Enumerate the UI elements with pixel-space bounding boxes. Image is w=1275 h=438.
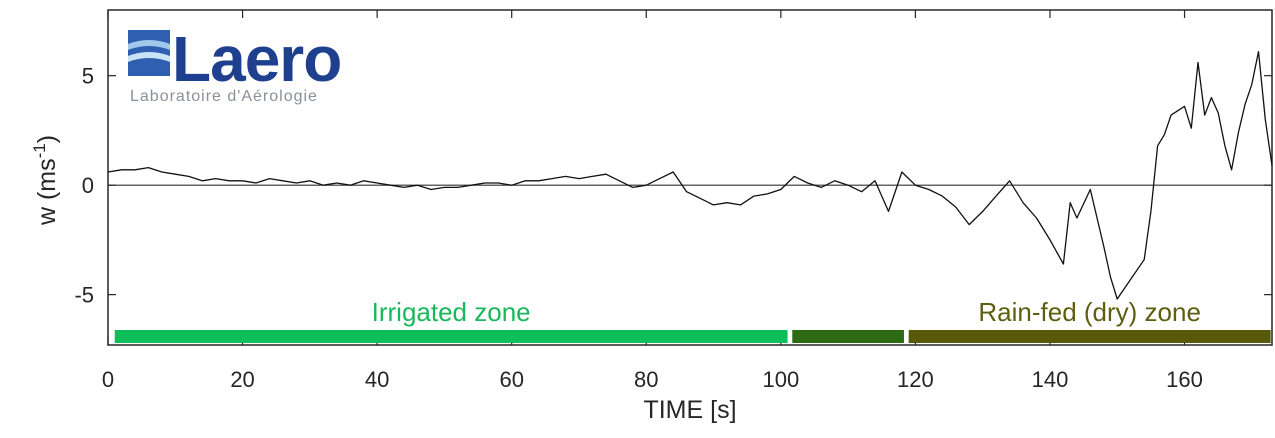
y-axis-title-close: ) <box>33 135 61 143</box>
zone-label: Irrigated zone <box>372 297 531 327</box>
y-axis-title: w (ms-1) <box>30 135 61 226</box>
x-tick-label: 100 <box>762 367 799 392</box>
x-tick-label: 60 <box>499 367 523 392</box>
laero-logo: Laero Laboratoire d'Aérologie <box>128 23 342 105</box>
y-axis-title-superscript: -1 <box>30 143 49 158</box>
x-tick-label: 0 <box>102 367 114 392</box>
y-tick-label: -5 <box>74 283 94 308</box>
x-tick-label: 140 <box>1032 367 1069 392</box>
x-axis-title: TIME [s] <box>643 396 736 424</box>
zones-layer: Irrigated zone Rain-fed (dry) zone <box>114 297 1271 343</box>
x-tick-label: 80 <box>634 367 658 392</box>
logo-wave-2 <box>128 52 170 62</box>
x-axis-ticks: 0 20 40 60 80 100 120 140 160 <box>102 10 1203 392</box>
logo-subtitle: Laboratoire d'Aérologie <box>130 88 318 105</box>
zone-bar <box>792 330 904 343</box>
plot-frame <box>107 9 1273 346</box>
y-axis-title-main: w (ms <box>33 158 61 226</box>
zone-bar <box>908 330 1271 343</box>
series-layer <box>107 50 1273 300</box>
y-axis-ticks: 5 0 -5 <box>74 64 1272 308</box>
x-tick-label: 120 <box>897 367 934 392</box>
zone-bar <box>114 330 788 343</box>
x-tick-label: 160 <box>1166 367 1203 392</box>
x-tick-label: 20 <box>230 367 254 392</box>
y-tick-label: 5 <box>82 64 94 89</box>
w-series-line <box>107 50 1273 300</box>
logo-wave-1 <box>128 40 170 50</box>
x-tick-label: 40 <box>365 367 389 392</box>
logo-wordmark: Laero <box>172 23 341 95</box>
y-tick-label: 0 <box>82 173 94 198</box>
zone-label: Rain-fed (dry) zone <box>978 297 1201 327</box>
